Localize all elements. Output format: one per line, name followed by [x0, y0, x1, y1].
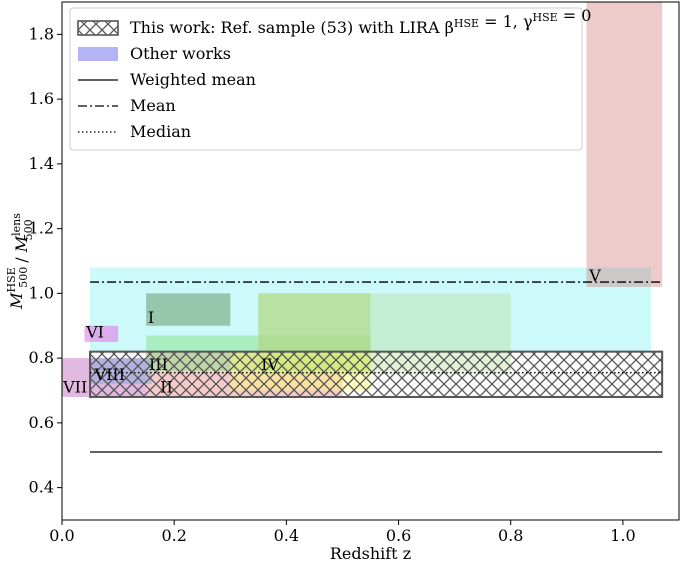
- region-label-iii: III: [149, 355, 168, 374]
- region-label-iv: IV: [261, 355, 279, 374]
- other-work-region-i: [146, 293, 231, 326]
- other-work-region-vi: [84, 325, 119, 342]
- y-tick-label: 1.0: [29, 283, 54, 302]
- y-tick-label: 0.6: [29, 413, 54, 432]
- y-tick-label: 1.4: [29, 154, 54, 173]
- y-tick-label: 1.8: [29, 24, 54, 43]
- region-label-viii: VIII: [94, 365, 126, 384]
- legend-entry-label: This work: Ref. sample (53) with LIRA βH…: [130, 6, 591, 37]
- region-label-v: V: [588, 266, 601, 285]
- legend-swatch-other-works: [78, 47, 118, 61]
- region-label-ii: II: [160, 378, 173, 397]
- legend-entry-label: Weighted mean: [130, 70, 256, 89]
- y-tick-label: 1.6: [29, 89, 54, 108]
- x-tick-label: 0.4: [274, 526, 299, 545]
- y-axis-label: MHSE500/ Mlens500: [5, 213, 35, 310]
- plot-frame: [61, 1, 680, 521]
- this-work-box: [89, 350, 664, 398]
- x-tick-label: 0.6: [386, 526, 411, 545]
- legend-entry-label: Other works: [130, 44, 231, 63]
- legend: This work: Ref. sample (53) with LIRA βH…: [69, 6, 591, 151]
- legend-swatch-this-work: [77, 20, 119, 36]
- x-tick-label: 0.2: [161, 526, 186, 545]
- y-tick-label: 0.4: [29, 478, 54, 497]
- y-tick-label: 1.2: [29, 219, 54, 238]
- region-label-vi: VI: [85, 323, 104, 342]
- legend-entry-label: Mean: [130, 96, 176, 115]
- reference-lines: [90, 281, 663, 453]
- region-label-vii: VII: [62, 378, 87, 397]
- axes: 0.0 0.2 0.4 0.6 0.8 1.0 0.4 0.6 0.8 1.0 1.2 1.4 1.6 1…: [5, 1, 680, 563]
- x-axis-label: Redshift z: [330, 544, 411, 563]
- legend-box: [69, 7, 583, 151]
- x-tick-label: 1.0: [610, 526, 635, 545]
- legend-entry-label: Median: [130, 122, 191, 141]
- y-tick-label: 0.8: [29, 348, 54, 367]
- region-label-i: I: [148, 308, 154, 327]
- x-tick-label: 0.8: [498, 526, 523, 545]
- other-work-region-v: [586, 2, 663, 287]
- x-tick-label: 0.0: [49, 526, 74, 545]
- this-work-layer: [89, 350, 664, 398]
